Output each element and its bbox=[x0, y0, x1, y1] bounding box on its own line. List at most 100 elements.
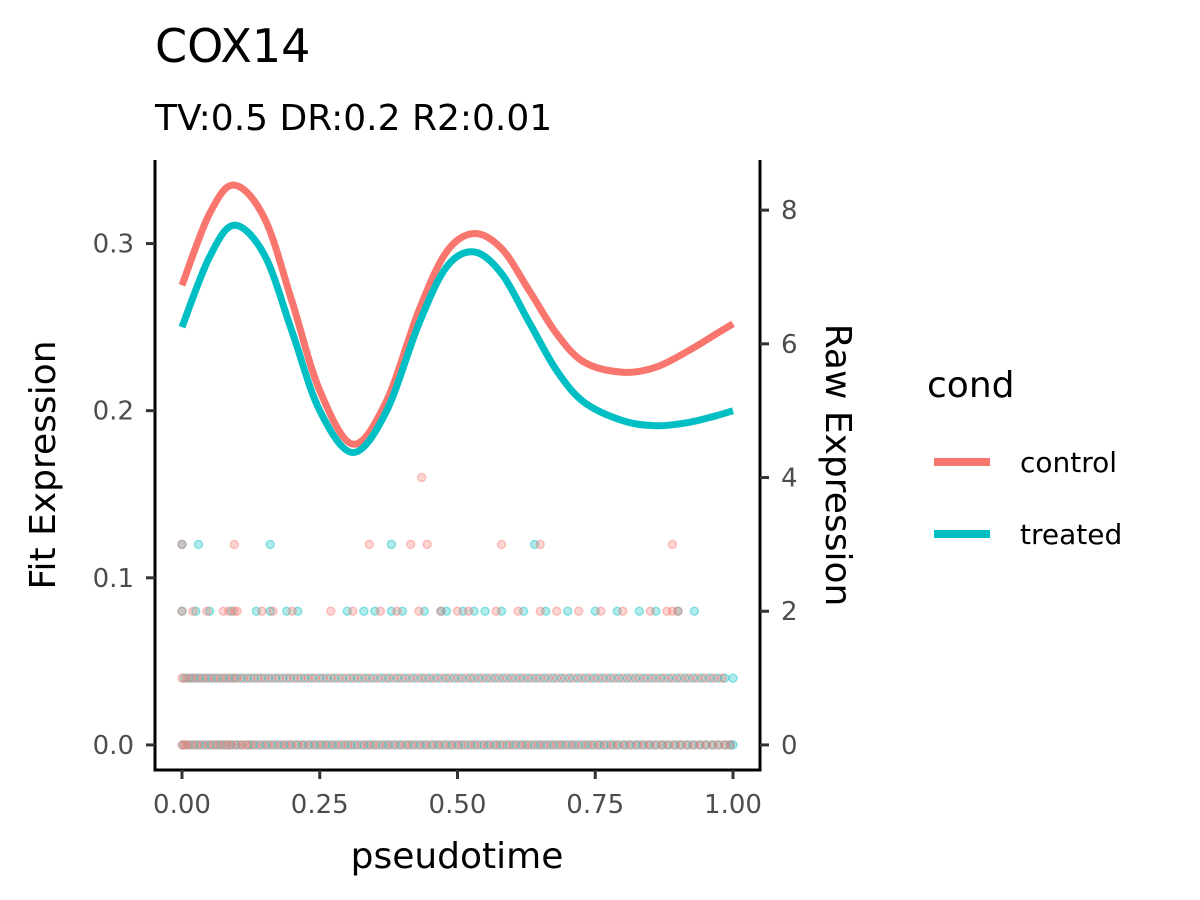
raw-point-treated bbox=[631, 740, 641, 750]
raw-point-control bbox=[341, 673, 351, 683]
raw-point-treated bbox=[216, 740, 226, 750]
raw-point-treated bbox=[593, 740, 603, 750]
raw-point-control bbox=[318, 673, 328, 683]
raw-point-control bbox=[218, 740, 229, 750]
raw-point-control bbox=[526, 740, 537, 750]
raw-point-control bbox=[198, 673, 208, 683]
raw-point-control bbox=[222, 740, 233, 750]
raw-point-treated bbox=[712, 673, 723, 683]
raw-point-treated bbox=[618, 740, 629, 750]
raw-point-control bbox=[263, 740, 274, 750]
raw-point-control bbox=[375, 606, 386, 616]
raw-point-treated bbox=[624, 740, 635, 750]
raw-point-control bbox=[202, 606, 212, 616]
raw-point-treated bbox=[719, 740, 730, 750]
raw-point-treated bbox=[183, 740, 194, 750]
raw-point-control bbox=[659, 673, 669, 683]
raw-point-control bbox=[269, 740, 280, 750]
raw-point-control bbox=[192, 673, 202, 683]
raw-point-control bbox=[416, 472, 427, 483]
raw-point-treated bbox=[647, 673, 657, 683]
raw-point-control bbox=[568, 673, 578, 683]
raw-point-control bbox=[664, 740, 674, 750]
raw-point-control bbox=[348, 606, 358, 616]
raw-point-control bbox=[267, 673, 277, 683]
raw-point-control bbox=[437, 673, 447, 683]
raw-point-treated bbox=[434, 740, 445, 750]
raw-point-treated bbox=[256, 673, 267, 683]
raw-point-control bbox=[614, 740, 624, 750]
raw-point-treated bbox=[300, 673, 310, 683]
raw-point-treated bbox=[194, 673, 205, 683]
raw-point-control bbox=[197, 740, 208, 750]
raw-point-control bbox=[618, 606, 628, 616]
raw-point-treated bbox=[273, 740, 283, 750]
raw-point-control bbox=[192, 740, 202, 750]
raw-point-control bbox=[422, 539, 432, 550]
raw-point-treated bbox=[535, 740, 546, 750]
raw-point-treated bbox=[622, 673, 632, 683]
raw-point-control bbox=[287, 740, 297, 750]
raw-point-treated bbox=[567, 740, 578, 750]
chart-subtitle: TV:0.5 DR:0.2 R2:0.01 bbox=[154, 98, 552, 139]
y-right-tick-label: 4 bbox=[781, 464, 798, 494]
raw-point-control bbox=[392, 606, 402, 616]
raw-point-treated bbox=[285, 740, 295, 750]
raw-point-treated bbox=[359, 740, 369, 750]
raw-point-control bbox=[639, 740, 650, 750]
raw-point-treated bbox=[265, 539, 275, 550]
raw-point-treated bbox=[315, 673, 325, 683]
raw-point-treated bbox=[365, 740, 375, 750]
raw-point-control bbox=[374, 740, 385, 750]
raw-points bbox=[177, 472, 738, 750]
raw-point-control bbox=[400, 740, 410, 750]
raw-point-control bbox=[343, 740, 353, 750]
raw-point-control bbox=[626, 673, 636, 683]
raw-point-control bbox=[337, 740, 347, 750]
raw-point-treated bbox=[285, 673, 295, 683]
fit-lines bbox=[178, 181, 735, 457]
raw-point-treated bbox=[377, 740, 388, 750]
raw-point-treated bbox=[680, 673, 690, 683]
y-right-tick-label: 2 bbox=[781, 597, 798, 627]
raw-point-control bbox=[187, 740, 197, 750]
raw-point-treated bbox=[472, 740, 483, 750]
raw-point-control bbox=[224, 606, 234, 616]
raw-point-control bbox=[662, 606, 672, 616]
raw-point-treated bbox=[713, 740, 723, 750]
raw-point-treated bbox=[345, 673, 355, 683]
right-y-axis-title: Raw Expression bbox=[817, 324, 858, 607]
raw-point-control bbox=[438, 740, 448, 750]
raw-point-treated bbox=[506, 673, 517, 683]
raw-point-treated bbox=[177, 539, 187, 550]
raw-point-treated bbox=[634, 606, 645, 616]
raw-point-control bbox=[608, 740, 618, 750]
raw-point-treated bbox=[200, 740, 210, 750]
raw-point-control bbox=[720, 740, 731, 750]
y-left-tick-label: 0.2 bbox=[93, 397, 134, 427]
raw-point-control bbox=[695, 740, 706, 750]
raw-point-treated bbox=[292, 606, 303, 616]
raw-point-control bbox=[203, 740, 214, 750]
raw-point-control bbox=[429, 673, 439, 683]
raw-point-control bbox=[368, 740, 378, 750]
raw-point-control bbox=[634, 673, 645, 683]
raw-point-treated bbox=[580, 740, 591, 750]
raw-point-control bbox=[564, 740, 575, 750]
x-tick-label: 0.00 bbox=[153, 790, 211, 820]
raw-point-treated bbox=[458, 606, 468, 616]
raw-point-treated bbox=[370, 606, 380, 616]
raw-point-treated bbox=[531, 673, 542, 683]
raw-point-treated bbox=[297, 740, 307, 750]
raw-point-treated bbox=[523, 673, 533, 683]
raw-point-treated bbox=[307, 673, 317, 683]
raw-point-control bbox=[362, 740, 372, 750]
raw-point-treated bbox=[337, 673, 348, 683]
raw-point-control bbox=[670, 740, 681, 750]
raw-point-treated bbox=[719, 673, 730, 683]
raw-point-control bbox=[299, 740, 310, 750]
raw-point-control bbox=[381, 673, 391, 683]
raw-point-control bbox=[513, 606, 523, 616]
raw-point-control bbox=[364, 539, 375, 550]
raw-point-treated bbox=[453, 740, 464, 750]
